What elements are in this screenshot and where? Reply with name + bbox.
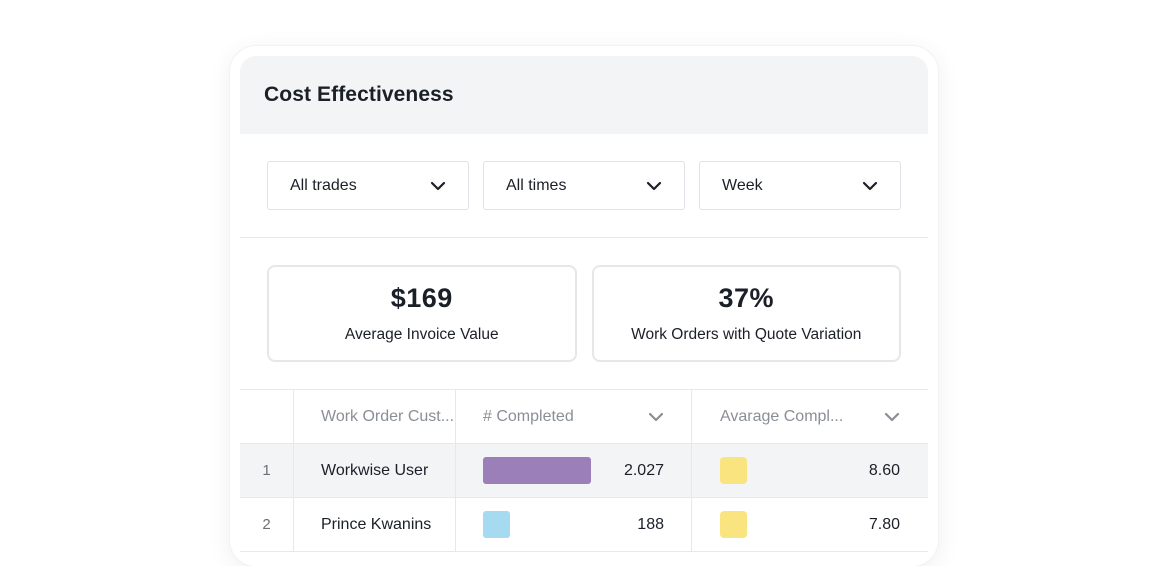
table-header-row: Work Order Cust... # Completed Avarage C…	[240, 390, 928, 444]
column-header-average[interactable]: Avarage Compl...	[692, 390, 928, 443]
column-header-average-label: Avarage Compl...	[720, 407, 844, 425]
cost-effectiveness-panel: Cost Effectiveness All trades All times …	[240, 56, 928, 566]
completed-value: 188	[637, 515, 664, 533]
row-completed: 2.027	[456, 444, 692, 497]
row-average: 7.80	[692, 498, 928, 551]
completed-bar	[483, 457, 591, 484]
quote-variation-stat: 37% Work Orders with Quote Variation	[591, 265, 901, 362]
time-filter-value: All times	[506, 176, 567, 194]
completed-value: 2.027	[623, 461, 664, 479]
period-filter-select[interactable]: Week	[699, 161, 901, 210]
completed-bar-track	[483, 511, 591, 538]
chevron-down-icon	[430, 181, 446, 191]
column-header-completed[interactable]: # Completed	[456, 390, 692, 443]
stat-label: Average Invoice Value	[344, 326, 499, 343]
time-filter-select[interactable]: All times	[483, 161, 685, 210]
chevron-down-icon	[862, 181, 878, 191]
trade-filter-value: All trades	[290, 176, 357, 194]
filter-bar: All trades All times Week	[240, 134, 928, 238]
completed-bar	[483, 511, 510, 538]
stats-row: $169 Average Invoice Value 37% Work Orde…	[240, 238, 928, 390]
index-header	[240, 390, 294, 443]
row-name: Prince Kwanins	[294, 498, 456, 551]
cost-effectiveness-card: Cost Effectiveness All trades All times …	[230, 46, 938, 566]
average-value: 8.60	[868, 461, 900, 479]
completed-bar-track	[483, 457, 591, 484]
card-title: Cost Effectiveness	[264, 83, 454, 106]
trade-filter-select[interactable]: All trades	[267, 161, 469, 210]
average-value: 7.80	[868, 515, 900, 533]
work-order-table: Work Order Cust... # Completed Avarage C…	[240, 390, 928, 552]
column-header-completed-label: # Completed	[483, 407, 574, 425]
card-header: Cost Effectiveness	[240, 56, 928, 134]
chevron-down-icon[interactable]	[648, 412, 664, 422]
average-swatch	[720, 511, 747, 538]
row-index: 2	[240, 498, 294, 551]
column-header-name[interactable]: Work Order Cust...	[294, 390, 456, 443]
row-average: 8.60	[692, 444, 928, 497]
chevron-down-icon[interactable]	[884, 412, 900, 422]
stat-label: Work Orders with Quote Variation	[631, 326, 862, 343]
table-row[interactable]: 1 Workwise User 2.027 8.60	[240, 444, 928, 498]
row-name: Workwise User	[294, 444, 456, 497]
average-swatch	[720, 457, 747, 484]
period-filter-value: Week	[722, 176, 763, 194]
average-invoice-stat: $169 Average Invoice Value	[267, 265, 577, 362]
row-completed: 188	[456, 498, 692, 551]
row-index: 1	[240, 444, 294, 497]
chevron-down-icon	[646, 181, 662, 191]
stat-value: $169	[390, 283, 453, 313]
stat-value: 37%	[718, 283, 775, 313]
table-row[interactable]: 2 Prince Kwanins 188 7.80	[240, 498, 928, 552]
